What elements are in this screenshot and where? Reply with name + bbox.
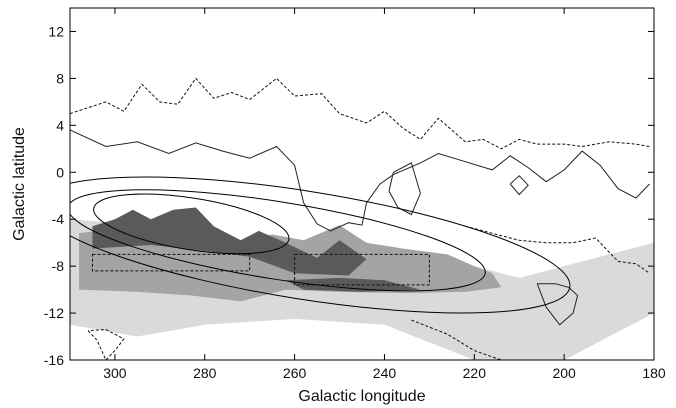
y-tick-label: 4 (56, 117, 64, 133)
solid-contour-2 (509, 175, 529, 196)
y-tick-label: -4 (52, 211, 65, 227)
solid-contour-3 (536, 283, 579, 326)
x-tick-label: 200 (552, 365, 576, 381)
y-tick-label: -12 (44, 305, 64, 321)
dashed-contour-0 (70, 77, 650, 150)
x-tick-label: 260 (283, 365, 307, 381)
x-tick-label: 220 (463, 365, 487, 381)
y-tick-label: 0 (56, 164, 64, 180)
ellipse-2 (70, 176, 571, 314)
y-tick-label: -16 (44, 352, 64, 368)
dashed-box-0 (91, 253, 251, 272)
y-tick-label: -8 (52, 258, 65, 274)
plot-frame (69, 7, 655, 361)
shade-region-dark-2 (92, 207, 367, 276)
x-tick-label: 240 (373, 365, 397, 381)
dashed-contour-1 (465, 225, 650, 274)
dashed-contour-2 (87, 328, 125, 360)
dashed-box-1 (294, 253, 430, 286)
x-tick-label: 280 (193, 365, 217, 381)
plot-area (70, 77, 654, 360)
x-axis-label: Galactic longitude (298, 388, 425, 405)
x-tick-label: 300 (103, 365, 127, 381)
y-tick-label: 12 (48, 23, 64, 39)
axis-ticks: 300 280 260 240 220 200 180 12 8 4 0 -4 -8 -12 -16 (44, 8, 666, 381)
solid-contour-1 (388, 162, 421, 216)
y-tick-label: 8 (56, 70, 64, 86)
ellipse-0 (93, 193, 290, 255)
x-tick-label: 180 (642, 365, 666, 381)
y-axis-label: Galactic latitude (11, 127, 28, 241)
solid-contour-0 (70, 129, 650, 232)
ellipse-1 (70, 189, 486, 292)
